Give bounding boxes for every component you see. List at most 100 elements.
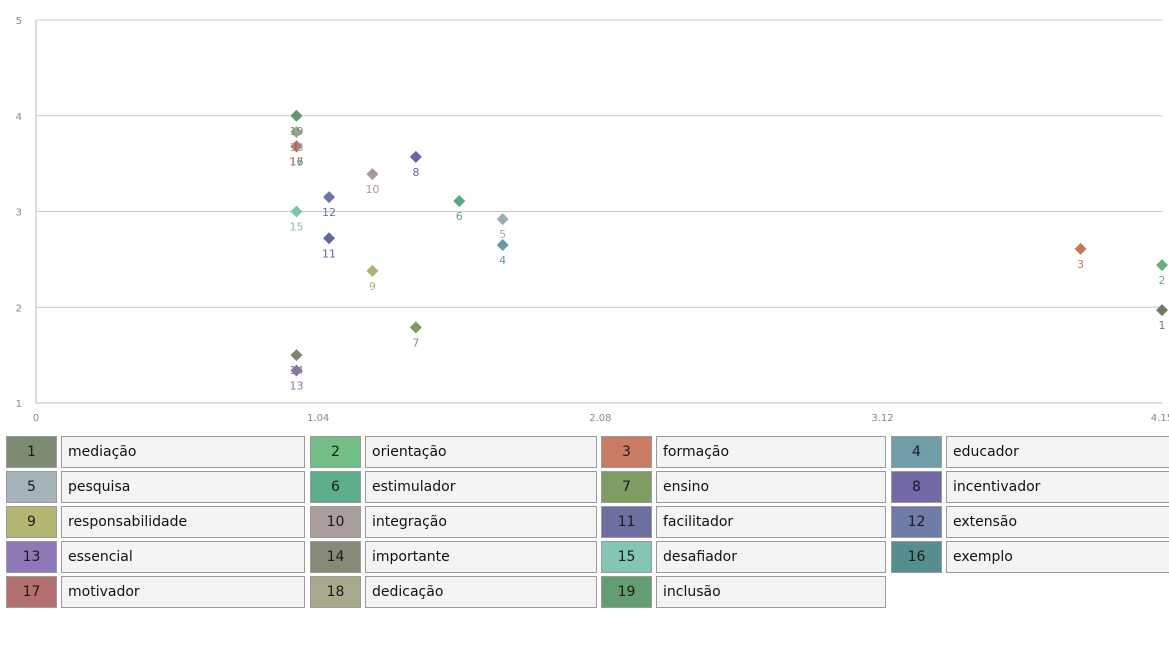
legend-swatch: 2 [310, 436, 361, 468]
legend-item: 6 estimulador [310, 471, 597, 505]
point-label: 15 [289, 221, 303, 234]
legend-item: 1 mediação [6, 436, 305, 470]
data-point [1156, 259, 1168, 272]
legend-label: exemplo [946, 541, 1169, 573]
legend-item: 3 formação [601, 436, 886, 470]
point-label: 17 [289, 155, 303, 168]
y-tick-label: 2 [16, 303, 22, 314]
legend-label: incentivador [946, 471, 1169, 503]
data-point [409, 150, 422, 163]
point-label: 13 [289, 379, 303, 392]
legend-swatch: 18 [310, 576, 361, 608]
point-label: 6 [456, 210, 463, 223]
legend-swatch: 5 [6, 471, 57, 503]
legend-item: 7 ensino [601, 471, 886, 505]
point-label: 3 [1077, 258, 1084, 271]
legend-label: essencial [61, 541, 305, 573]
legend-swatch: 8 [891, 471, 942, 503]
legend-label: educador [946, 436, 1169, 468]
data-point [409, 321, 422, 334]
legend-item: 8 incentivador [891, 471, 1169, 505]
legend-label: orientação [365, 436, 597, 468]
point-label: 19 [289, 125, 303, 138]
legend-swatch: 14 [310, 541, 361, 573]
legend-item: 13 essencial [6, 541, 305, 575]
y-tick-label: 5 [16, 16, 22, 27]
legend-item: 9 responsabilidade [6, 506, 305, 540]
data-point [290, 349, 303, 362]
legend-item: 12 extensão [891, 506, 1169, 540]
x-tick-label: 4.15 [1151, 413, 1169, 424]
data-point [290, 109, 303, 122]
data-point [1156, 304, 1168, 317]
data-point [1074, 242, 1087, 255]
legend-label: facilitador [656, 506, 886, 538]
point-label: 5 [499, 228, 506, 241]
data-point [366, 264, 379, 277]
legend-item: 4 educador [891, 436, 1169, 470]
y-tick-label: 4 [16, 112, 22, 123]
data-point [290, 140, 303, 153]
legend-swatch: 17 [6, 576, 57, 608]
point-label: 9 [369, 280, 376, 293]
legend-swatch: 1 [6, 436, 57, 468]
legend-item: 11 facilitador [601, 506, 886, 540]
legend-item: 14 importante [310, 541, 597, 575]
point-label: 7 [412, 336, 419, 349]
legend-swatch: 12 [891, 506, 942, 538]
legend-label: ensino [656, 471, 886, 503]
legend-item: 2 orientação [310, 436, 597, 470]
legend-label: pesquisa [61, 471, 305, 503]
legend-label: formação [656, 436, 886, 468]
scatter-chart: 1234501.042.083.124.15123456789101112131… [16, 16, 1169, 424]
legend-swatch: 10 [310, 506, 361, 538]
y-tick-label: 1 [16, 399, 22, 410]
legend-item: 18 dedicação [310, 576, 597, 610]
y-tick-label: 3 [16, 208, 22, 219]
legend-item: 10 integração [310, 506, 597, 540]
data-point [323, 232, 336, 245]
x-tick-label: 2.08 [589, 413, 611, 424]
point-label: 14 [289, 364, 303, 377]
legend-item: 5 pesquisa [6, 471, 305, 505]
legend-label: dedicação [365, 576, 597, 608]
legend-swatch: 9 [6, 506, 57, 538]
legend-label: integração [365, 506, 597, 538]
legend-item: 17 motivador [6, 576, 305, 610]
data-point [496, 213, 509, 226]
data-point [290, 205, 303, 218]
legend-swatch: 3 [601, 436, 652, 468]
legend-item: 16 exemplo [891, 541, 1169, 575]
legend-label: motivador [61, 576, 305, 608]
data-point [496, 239, 509, 252]
point-label: 1 [1159, 319, 1166, 332]
data-point [323, 191, 336, 204]
legend-swatch: 11 [601, 506, 652, 538]
data-point [366, 168, 379, 181]
point-label: 2 [1159, 274, 1166, 287]
point-label: 16 [289, 155, 303, 168]
data-point [453, 194, 466, 207]
legend-label: responsabilidade [61, 506, 305, 538]
x-tick-label: 3.12 [871, 413, 893, 424]
legend-swatch: 16 [891, 541, 942, 573]
legend-label: desafiador [656, 541, 886, 573]
point-label: 12 [322, 206, 336, 219]
legend-label: extensão [946, 506, 1169, 538]
point-label: 11 [322, 247, 336, 260]
legend-swatch: 6 [310, 471, 361, 503]
legend-label: mediação [61, 436, 305, 468]
legend-swatch: 7 [601, 471, 652, 503]
legend-swatch: 13 [6, 541, 57, 573]
legend-item: 15 desafiador [601, 541, 886, 575]
legend-label: importante [365, 541, 597, 573]
legend-swatch: 4 [891, 436, 942, 468]
legend-label: estimulador [365, 471, 597, 503]
legend-swatch: 19 [601, 576, 652, 608]
x-tick-label: 0 [33, 413, 39, 424]
data-point [290, 126, 303, 139]
point-label: 18 [289, 141, 303, 154]
x-tick-label: 1.04 [307, 413, 329, 424]
point-label: 4 [499, 254, 506, 267]
legend-label: inclusão [656, 576, 886, 608]
